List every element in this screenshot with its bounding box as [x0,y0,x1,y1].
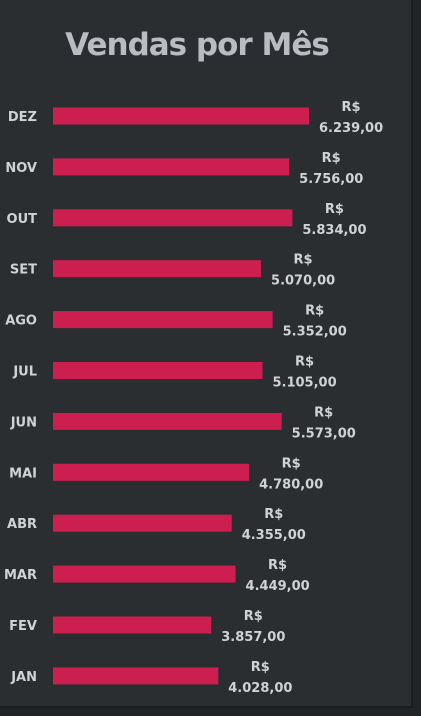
value-label-currency: R$ [305,304,324,319]
bar-group-set: SET R$ 5.070,00 [10,253,335,289]
value-label-amount: 4.028,00 [228,681,292,696]
bar [53,514,232,532]
category-label: MAR [4,568,37,583]
bar [53,412,282,430]
category-label: OUT [7,212,38,227]
category-label: ABR [7,517,37,532]
chart-title: Vendas por Mês [65,27,330,63]
bar-group-dez: DEZ R$ 6.239,00 [8,100,383,136]
value-label-amount: 6.239,00 [319,121,383,136]
category-label: AGO [5,314,37,329]
bar [53,362,263,379]
bar [53,158,290,176]
bar-group-jul: JUL R$ 5.105,00 [12,355,336,391]
value-label-amount: 5.573,00 [292,426,356,441]
bar-group-jan: JAN R$ 4.028,00 [10,660,292,696]
category-label: DEZ [8,110,37,125]
category-label: JAN [10,670,37,685]
bar-group-nov: NOV R$ 5.756,00 [5,151,363,187]
bar-group-abr: ABR R$ 4.355,00 [7,507,306,543]
value-label-amount: 3.857,00 [221,630,285,645]
value-label-currency: R$ [294,253,313,268]
value-label-amount: 4.780,00 [259,477,323,492]
value-label-currency: R$ [251,660,270,675]
bar-group-fev: FEV R$ 3.857,00 [9,609,285,645]
bar-group-out: OUT R$ 5.834,00 [7,202,367,238]
value-label-amount: 4.355,00 [242,528,306,543]
bar [53,667,219,685]
value-label-currency: R$ [295,355,314,370]
bar [53,565,236,583]
value-label-amount: 5.105,00 [272,376,336,391]
value-label-amount: 5.352,00 [283,325,347,340]
category-label: MAI [9,466,37,481]
category-label: SET [10,263,37,278]
bar [53,260,262,278]
value-label-currency: R$ [244,609,263,624]
value-label-currency: R$ [282,456,301,471]
bar [53,463,250,481]
bar-group-mar: MAR R$ 4.449,00 [4,558,310,594]
category-label: NOV [5,161,37,176]
category-label: JUL [12,365,37,380]
value-label-amount: 5.756,00 [299,172,363,187]
value-label-currency: R$ [342,100,361,115]
value-label-amount: 5.834,00 [302,223,366,238]
bar-group-jun: JUN R$ 5.573,00 [10,405,356,441]
bar [53,616,212,634]
value-label-amount: 5.070,00 [271,274,335,289]
bar-group-ago: AGO R$ 5.352,00 [5,304,347,340]
value-label-currency: R$ [325,202,344,217]
value-label-currency: R$ [268,558,287,573]
value-label-amount: 4.449,00 [246,579,310,594]
bar-group-mai: MAI R$ 4.780,00 [9,456,323,492]
bar [53,311,273,329]
bar [53,209,293,227]
value-label-currency: R$ [314,405,333,420]
value-label-currency: R$ [322,151,341,166]
category-label: JUN [10,415,37,430]
bar [53,107,309,125]
category-label: FEV [9,619,37,634]
value-label-currency: R$ [264,507,283,522]
